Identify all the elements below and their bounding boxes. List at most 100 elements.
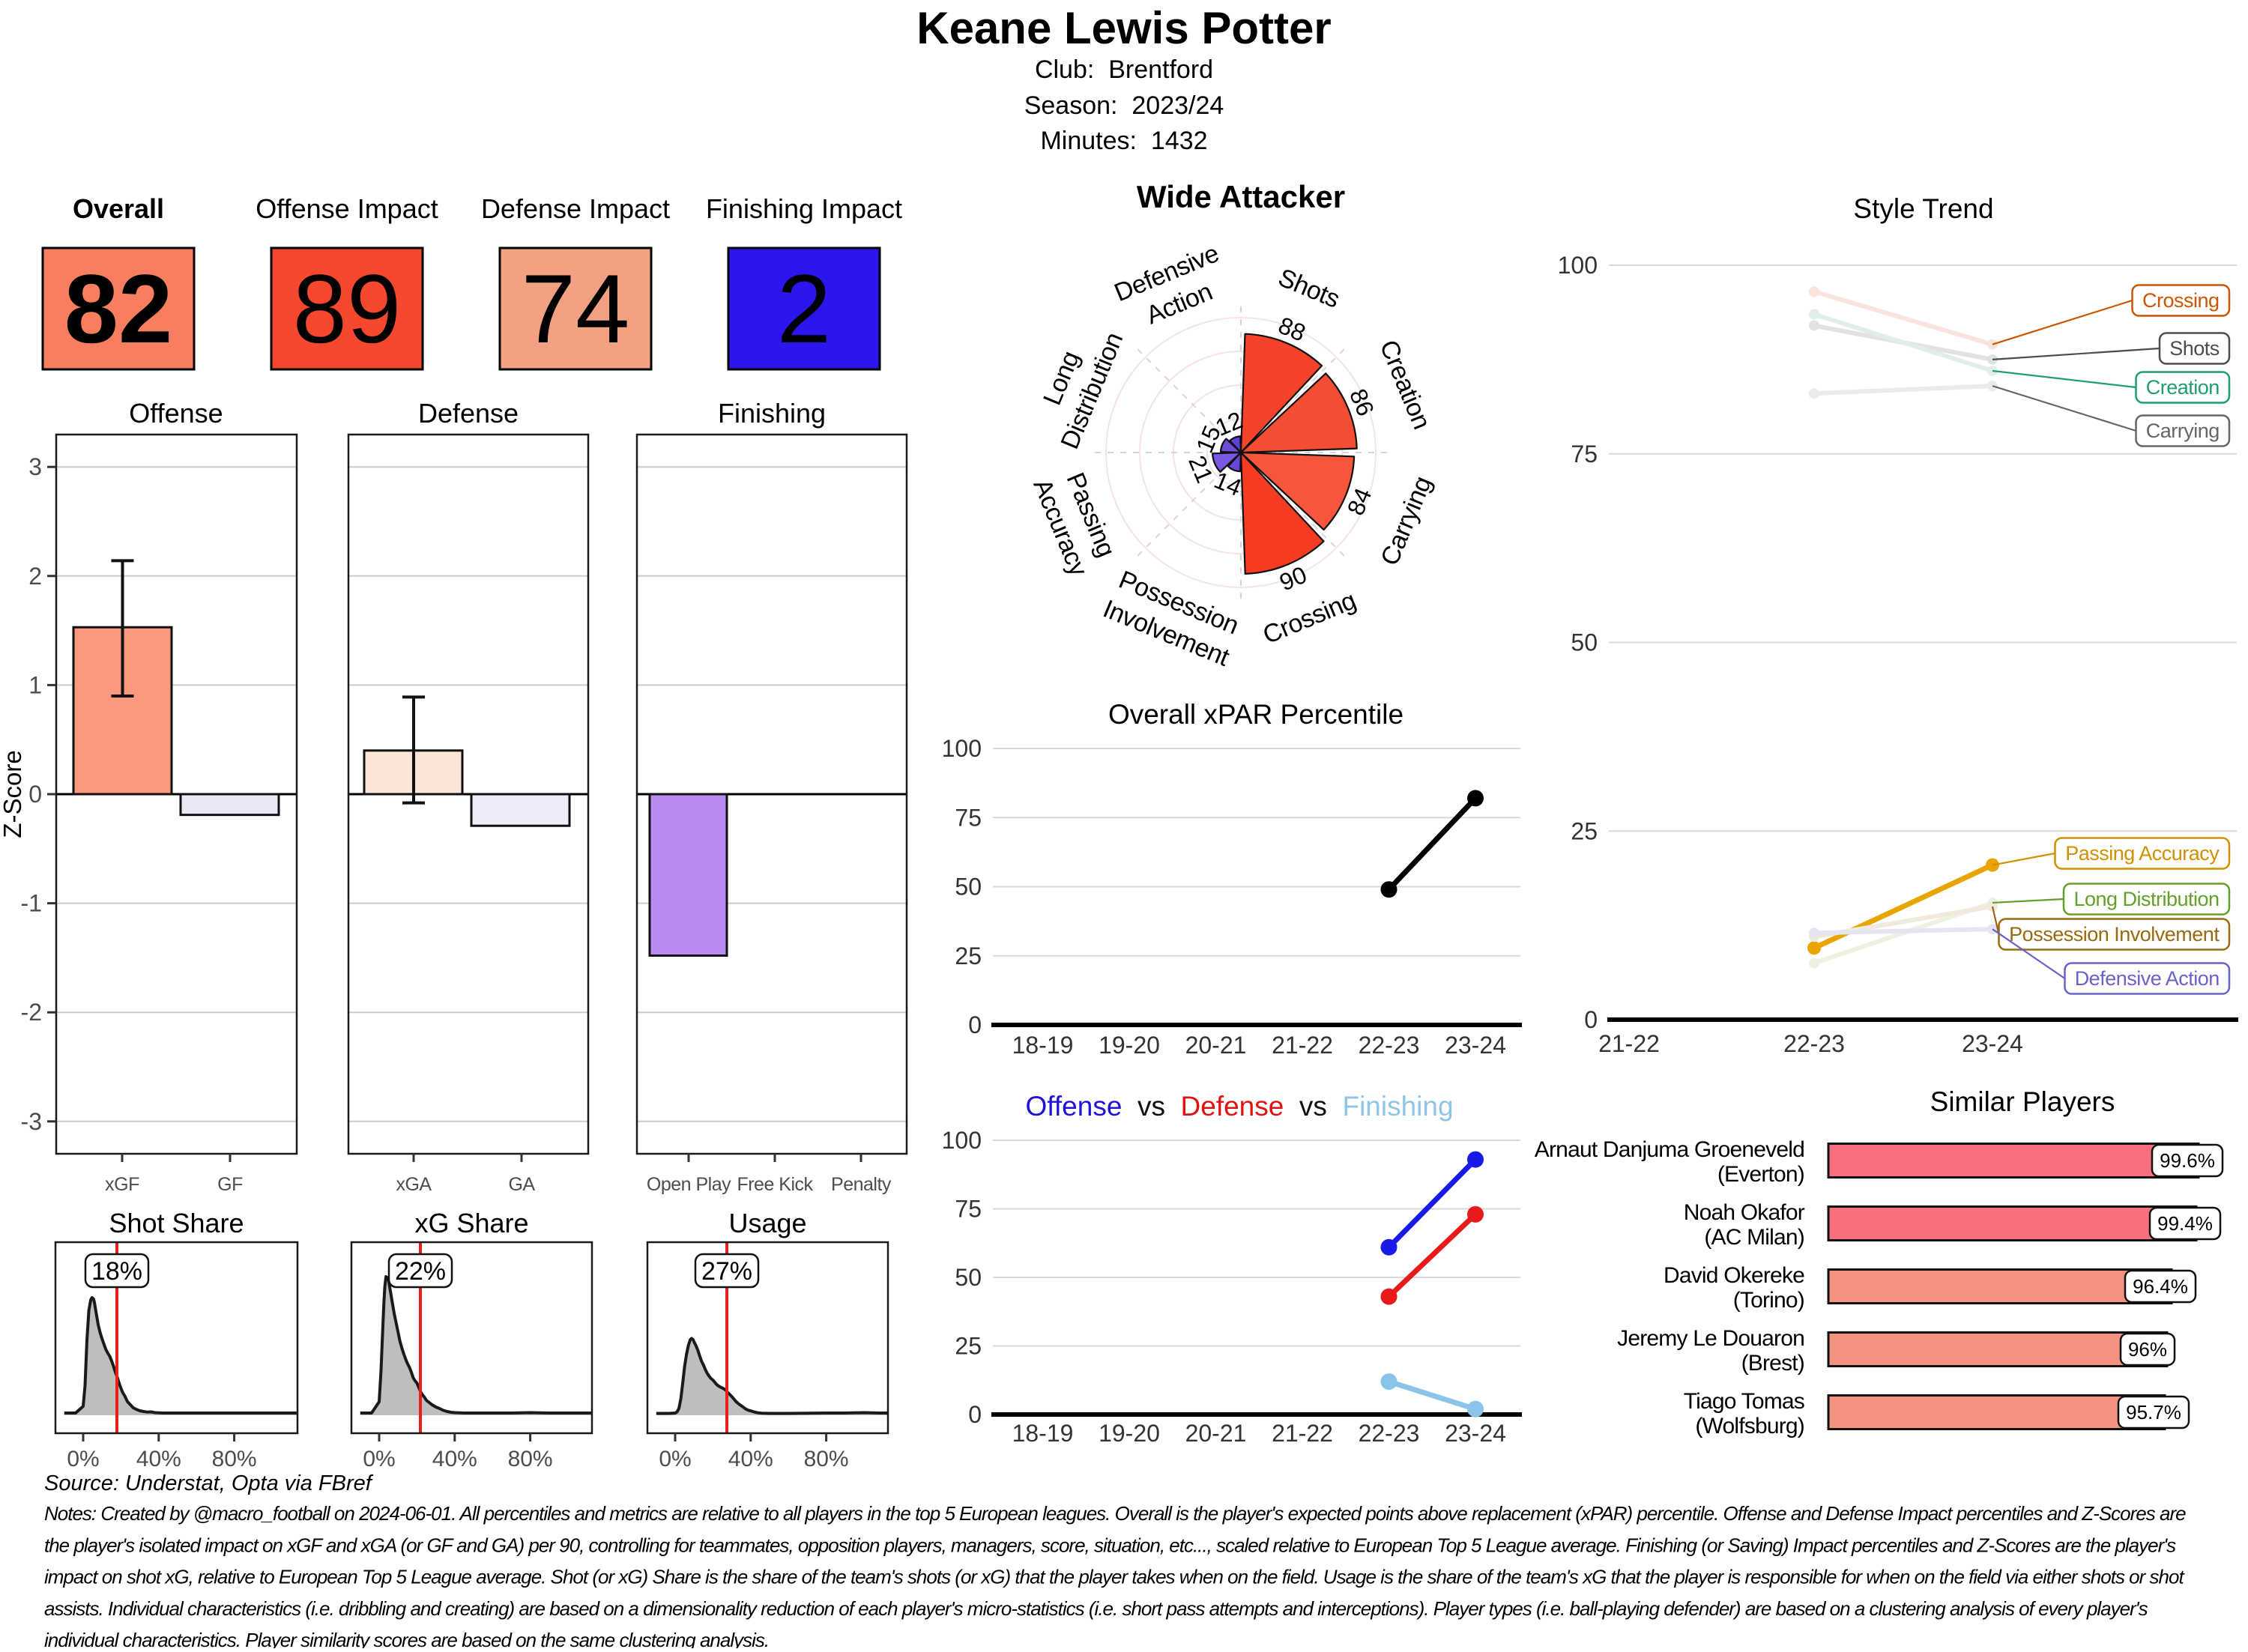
- svg-text:Keane Lewis Potter: Keane Lewis Potter: [916, 3, 1332, 53]
- svg-text:96%: 96%: [2128, 1338, 2167, 1361]
- svg-text:80%: 80%: [508, 1447, 553, 1471]
- svg-text:0%: 0%: [659, 1447, 691, 1471]
- svg-text:100: 100: [1558, 252, 1598, 279]
- svg-text:0%: 0%: [67, 1447, 99, 1471]
- svg-text:2: 2: [777, 254, 831, 363]
- svg-text:Defense Impact: Defense Impact: [481, 193, 670, 224]
- svg-text:GF: GF: [217, 1174, 243, 1195]
- svg-text:Wide Attacker: Wide Attacker: [1137, 179, 1345, 214]
- svg-text:-2: -2: [21, 999, 42, 1026]
- svg-text:25: 25: [955, 1333, 982, 1360]
- svg-text:23-24: 23-24: [1445, 1032, 1506, 1059]
- svg-text:Offense Impact: Offense Impact: [256, 193, 438, 224]
- svg-text:(AC Milan): (AC Milan): [1704, 1225, 1804, 1250]
- svg-text:Minutes: 1432: Minutes: 1432: [1040, 127, 1207, 155]
- svg-text:Finishing: Finishing: [718, 398, 826, 429]
- svg-text:25: 25: [1571, 817, 1598, 844]
- svg-text:(Everton): (Everton): [1717, 1162, 1804, 1187]
- svg-text:80%: 80%: [212, 1447, 257, 1471]
- svg-text:Club: Brentford: Club: Brentford: [1035, 55, 1213, 84]
- svg-text:0: 0: [1584, 1006, 1598, 1033]
- svg-text:20-21: 20-21: [1185, 1032, 1247, 1059]
- svg-text:Penalty: Penalty: [831, 1174, 892, 1195]
- svg-text:95.7%: 95.7%: [2126, 1401, 2181, 1423]
- svg-text:50: 50: [1571, 629, 1598, 656]
- svg-text:40%: 40%: [728, 1447, 773, 1471]
- svg-text:Arnaut Danjuma Groeneveld: Arnaut Danjuma Groeneveld: [1535, 1137, 1804, 1162]
- svg-text:Offense: Offense: [129, 398, 223, 429]
- svg-text:Passing Accuracy: Passing Accuracy: [2065, 842, 2220, 865]
- svg-text:100: 100: [942, 1127, 982, 1154]
- svg-text:50: 50: [955, 874, 982, 901]
- svg-text:75: 75: [955, 804, 982, 831]
- svg-text:74: 74: [522, 254, 630, 363]
- svg-text:the player's isolated impact o: the player's isolated impact on xGF and …: [44, 1534, 2176, 1556]
- svg-text:Defensive Action: Defensive Action: [2075, 967, 2220, 990]
- svg-text:99.6%: 99.6%: [2160, 1149, 2215, 1172]
- svg-text:23-24: 23-24: [1445, 1420, 1506, 1447]
- svg-text:Defense: Defense: [418, 398, 519, 429]
- svg-text:xGF: xGF: [105, 1174, 139, 1195]
- svg-text:96.4%: 96.4%: [2133, 1275, 2188, 1298]
- svg-text:Finishing Impact: Finishing Impact: [706, 193, 902, 224]
- svg-text:Open Play: Open Play: [647, 1174, 731, 1195]
- svg-text:Shots: Shots: [2169, 337, 2220, 360]
- svg-text:0%: 0%: [363, 1447, 395, 1471]
- svg-text:2: 2: [28, 563, 42, 590]
- svg-text:50: 50: [955, 1264, 982, 1291]
- svg-text:Tiago Tomas: Tiago Tomas: [1684, 1389, 1804, 1414]
- svg-text:Noah Okafor: Noah Okafor: [1684, 1200, 1805, 1225]
- svg-text:100: 100: [942, 735, 982, 762]
- svg-text:xGA: xGA: [396, 1174, 432, 1195]
- svg-text:Z-Score: Z-Score: [0, 750, 26, 838]
- svg-text:Creation: Creation: [2146, 376, 2220, 399]
- svg-text:22%: 22%: [395, 1257, 446, 1286]
- svg-text:22-23: 22-23: [1359, 1032, 1420, 1059]
- svg-text:0: 0: [968, 1011, 982, 1038]
- svg-text:80%: 80%: [804, 1447, 849, 1471]
- svg-text:40%: 40%: [432, 1447, 477, 1471]
- svg-text:GA: GA: [508, 1174, 535, 1195]
- svg-text:75: 75: [1571, 441, 1598, 468]
- svg-text:22-23: 22-23: [1359, 1420, 1420, 1447]
- svg-text:75: 75: [955, 1196, 982, 1223]
- svg-text:Usage: Usage: [728, 1208, 806, 1238]
- svg-text:82: 82: [64, 254, 173, 363]
- svg-text:-3: -3: [21, 1108, 42, 1135]
- svg-text:18-19: 18-19: [1012, 1420, 1074, 1447]
- svg-text:(Brest): (Brest): [1741, 1351, 1804, 1376]
- svg-text:Overall xPAR Percentile: Overall xPAR Percentile: [1108, 699, 1404, 730]
- svg-text:27%: 27%: [701, 1257, 752, 1286]
- svg-text:18-19: 18-19: [1012, 1032, 1074, 1059]
- svg-text:23-24: 23-24: [1962, 1030, 2023, 1057]
- svg-text:Overall: Overall: [73, 193, 164, 224]
- svg-text:Possession Involvement: Possession Involvement: [2009, 923, 2220, 945]
- svg-text:25: 25: [955, 943, 982, 969]
- svg-text:Similar Players: Similar Players: [1930, 1086, 2115, 1117]
- svg-text:Season: 2023/24: Season: 2023/24: [1024, 91, 1224, 120]
- svg-text:impact on shot xG, relative to: impact on shot xG, relative to European …: [44, 1566, 2185, 1588]
- svg-text:Notes: Created by @macro_footb: Notes: Created by @macro_football on 202…: [44, 1502, 2186, 1525]
- svg-text:xG Share: xG Share: [414, 1208, 528, 1238]
- svg-text:Style Trend: Style Trend: [1853, 193, 1993, 224]
- svg-text:21-22: 21-22: [1598, 1030, 1660, 1057]
- svg-text:3: 3: [28, 453, 42, 480]
- svg-text:99.4%: 99.4%: [2157, 1212, 2213, 1235]
- svg-text:Carrying: Carrying: [2146, 420, 2220, 442]
- svg-text:Crossing: Crossing: [2142, 289, 2220, 312]
- svg-text:1: 1: [28, 671, 42, 698]
- svg-text:40%: 40%: [136, 1447, 181, 1471]
- svg-text:(Wolfsburg): (Wolfsburg): [1695, 1414, 1804, 1438]
- svg-text:Free Kick: Free Kick: [737, 1174, 813, 1195]
- svg-text:0: 0: [968, 1401, 982, 1428]
- svg-text:-1: -1: [21, 890, 42, 917]
- svg-text:19-20: 19-20: [1099, 1420, 1160, 1447]
- svg-text:0: 0: [28, 781, 42, 808]
- svg-text:assists. Individual characteri: assists. Individual characteristics (i.e…: [44, 1597, 2148, 1620]
- svg-text:89: 89: [293, 254, 402, 363]
- svg-text:20-21: 20-21: [1185, 1420, 1247, 1447]
- svg-text:18%: 18%: [91, 1257, 142, 1286]
- svg-text:21-22: 21-22: [1272, 1420, 1333, 1447]
- svg-text:Offense vs Defense vs Fini: Offense vs Defense vs Finishing: [1026, 1091, 1454, 1122]
- svg-text:22-23: 22-23: [1783, 1030, 1845, 1057]
